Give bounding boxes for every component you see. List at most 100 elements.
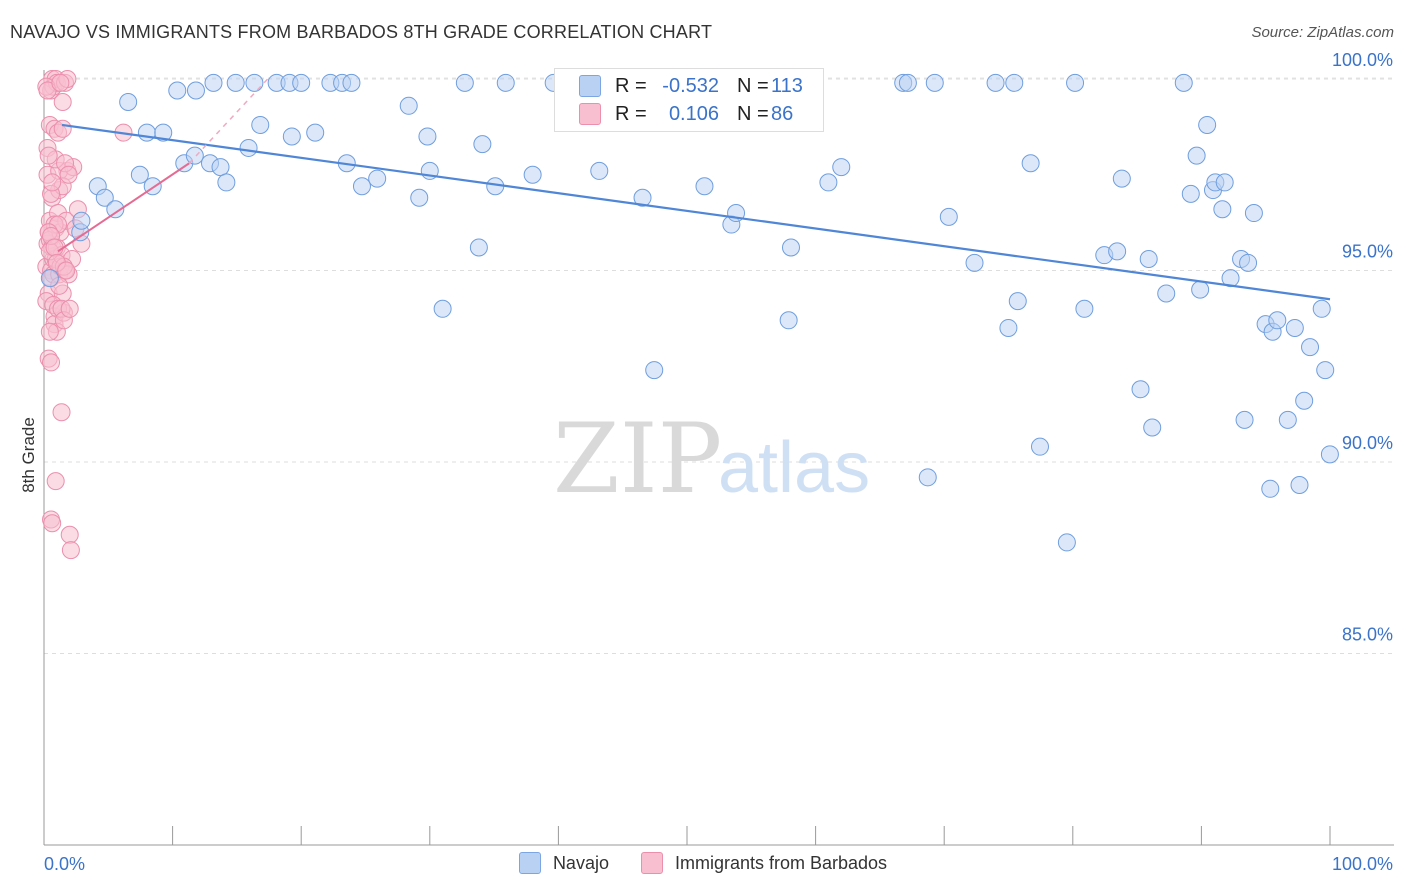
barbados-point xyxy=(42,353,61,372)
navajo-point xyxy=(925,73,944,92)
navajo-point xyxy=(251,115,270,134)
legend-item-barbados: Immigrants from Barbados xyxy=(640,852,887,874)
barbados-trend-line xyxy=(57,162,190,253)
navajo-point xyxy=(939,207,958,226)
navajo-point xyxy=(399,96,418,115)
barbados-point xyxy=(46,472,65,491)
navajo-point xyxy=(186,81,205,100)
x-tick-label-min: 0.0% xyxy=(44,854,85,874)
navajo-point xyxy=(1261,479,1280,498)
navajo-point xyxy=(119,92,138,111)
navajo-point xyxy=(72,211,91,230)
navajo-point xyxy=(245,73,264,92)
barbados-point xyxy=(51,73,70,92)
navajo-point xyxy=(211,158,230,177)
navajo-point xyxy=(1244,204,1263,223)
navajo-point xyxy=(898,73,917,92)
navajo-point xyxy=(352,177,371,196)
r-value: -0.532 xyxy=(662,74,719,97)
navajo-trend-line xyxy=(61,123,1331,301)
navajo-point xyxy=(999,318,1018,337)
navajo-point xyxy=(1285,318,1304,337)
navajo-point xyxy=(1066,73,1085,92)
barbados-point xyxy=(60,299,79,318)
navajo-point xyxy=(695,177,714,196)
barbados-point xyxy=(43,514,62,533)
legend-item-navajo: Navajo xyxy=(518,852,609,874)
barbados-point xyxy=(40,322,59,341)
navajo-point xyxy=(154,123,173,142)
navajo-point xyxy=(1312,299,1331,318)
navajo-point xyxy=(40,269,59,288)
watermark-atlas: atlas xyxy=(718,428,870,508)
navajo-point xyxy=(819,173,838,192)
barbados-swatch xyxy=(579,103,601,125)
barbados-point xyxy=(61,541,80,560)
navajo-point xyxy=(1191,280,1210,299)
navajo-point xyxy=(410,188,429,207)
legend-row-barbados: R = 0.106 N = 86 xyxy=(555,101,811,127)
navajo-point xyxy=(368,169,387,188)
n-value: 113 xyxy=(771,74,803,97)
navajo-point xyxy=(781,238,800,257)
navajo-point xyxy=(523,165,542,184)
navajo-point xyxy=(1057,533,1076,552)
navajo-point xyxy=(832,158,851,177)
navajo-point xyxy=(496,73,515,92)
series-legend: Navajo Immigrants from Barbados xyxy=(0,852,1406,874)
navajo-point xyxy=(433,299,452,318)
barbados-legend-swatch xyxy=(640,852,663,874)
navajo-point xyxy=(418,127,437,146)
navajo-point xyxy=(1213,200,1232,219)
navajo-points xyxy=(40,73,1339,552)
navajo-point xyxy=(1320,445,1339,464)
navajo-point xyxy=(1075,299,1094,318)
navajo-point xyxy=(779,311,798,330)
barbados-points xyxy=(37,70,133,560)
navajo-point xyxy=(1174,73,1193,92)
navajo-swatch xyxy=(579,75,601,97)
navajo-point xyxy=(1268,311,1287,330)
barbados-point xyxy=(53,92,72,111)
y-tick-label-3: 100.0% xyxy=(1332,50,1393,70)
navajo-point xyxy=(1316,361,1335,380)
navajo-point xyxy=(590,161,609,180)
n-label: N = xyxy=(737,102,769,125)
correlation-legend: R = -0.532 N = 113 R = 0.106 N = 86 xyxy=(554,68,824,132)
navajo-legend-swatch xyxy=(518,852,541,874)
navajo-point xyxy=(1131,380,1150,399)
navajo-point xyxy=(226,73,245,92)
navajo-point xyxy=(1187,146,1206,165)
navajo-point xyxy=(1295,391,1314,410)
navajo-point xyxy=(1030,437,1049,456)
navajo-point xyxy=(168,81,187,100)
navajo-point xyxy=(95,188,114,207)
barbados-point xyxy=(43,173,62,192)
barbados-point xyxy=(59,165,78,184)
barbados-point xyxy=(53,119,72,138)
navajo-point xyxy=(106,200,125,219)
barbados-point xyxy=(52,403,71,422)
navajo-point xyxy=(342,73,361,92)
y-tick-label-1: 90.0% xyxy=(1342,433,1393,453)
navajo-point xyxy=(1181,184,1200,203)
chart-title: NAVAJO VS IMMIGRANTS FROM BARBADOS 8TH G… xyxy=(10,22,713,42)
navajo-point xyxy=(986,73,1005,92)
y-axis-label: 8th Grade xyxy=(19,417,38,493)
trend-lines xyxy=(57,78,1331,301)
navajo-point xyxy=(1278,410,1297,429)
r-label: R = xyxy=(615,74,647,97)
r-value: 0.106 xyxy=(668,102,719,125)
navajo-legend-label: Navajo xyxy=(552,852,609,873)
barbados-point xyxy=(45,238,64,257)
navajo-point xyxy=(1239,253,1258,272)
n-label: N = xyxy=(737,74,769,97)
navajo-point xyxy=(1143,418,1162,437)
navajo-point xyxy=(130,165,149,184)
navajo-point xyxy=(1198,115,1217,134)
navajo-point xyxy=(1021,154,1040,173)
navajo-point xyxy=(306,123,325,142)
navajo-point xyxy=(1235,410,1254,429)
barbados-point xyxy=(60,525,79,544)
